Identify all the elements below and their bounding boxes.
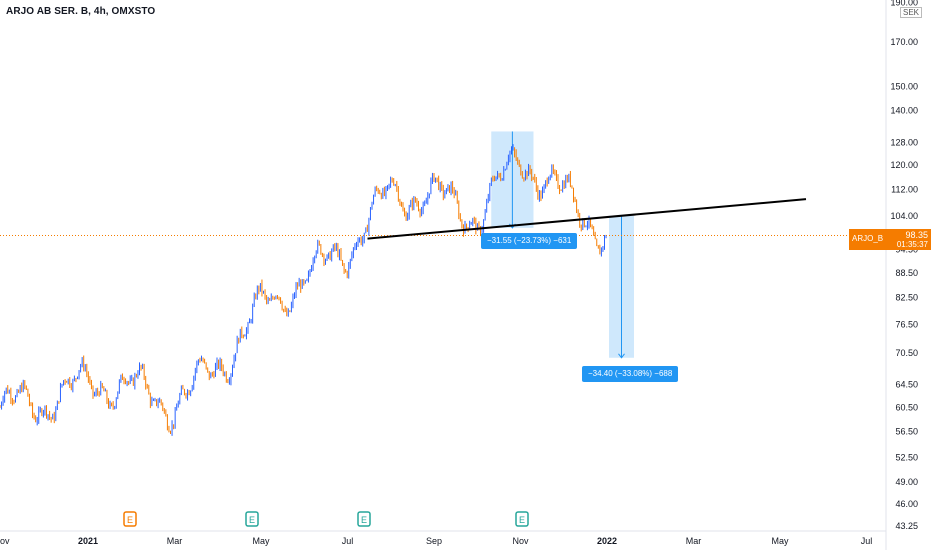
y-tick-label: 64.50 xyxy=(895,380,918,390)
trendline[interactable] xyxy=(367,198,807,240)
earnings-marker-label: E xyxy=(361,515,367,525)
earnings-marker-label: E xyxy=(127,515,133,525)
earnings-marker[interactable] xyxy=(123,511,137,527)
measure-layer xyxy=(491,131,634,359)
y-tick-label: 49.00 xyxy=(895,477,918,487)
currency-label[interactable]: SEK xyxy=(900,7,923,18)
x-tick-label: Mar xyxy=(167,536,183,546)
y-tick-label: 70.50 xyxy=(895,348,918,358)
price-axis[interactable]: 190.00 170.00 150.00 140.00 128.00 120.00 112.… xyxy=(890,0,918,531)
y-tick-label: 140.00 xyxy=(890,106,918,116)
x-tick-label: 2022 xyxy=(597,536,617,546)
y-tick-label: 150.00 xyxy=(890,81,918,91)
price-tag-symbol: ARJO_B xyxy=(852,233,884,243)
x-tick-label: Mar xyxy=(686,536,702,546)
y-tick-label: 56.50 xyxy=(895,427,918,437)
x-tick-label: Nov xyxy=(512,536,529,546)
y-tick-label: 104.00 xyxy=(890,211,918,221)
chart-title: ARJO AB SER. B, 4h, OMXSTO xyxy=(6,6,156,17)
y-tick-label: 170.00 xyxy=(890,37,918,47)
y-tick-label: 190.00 xyxy=(890,0,918,8)
x-tick-label: 2021 xyxy=(78,536,98,546)
y-tick-label: 94.50 xyxy=(895,245,918,255)
earnings-marker[interactable] xyxy=(357,511,371,527)
x-tick-label: May xyxy=(771,536,789,546)
earnings-marker[interactable] xyxy=(515,511,529,527)
x-tick-label: Jul xyxy=(861,536,873,546)
y-tick-label: 82.50 xyxy=(895,293,918,303)
price-tag-countdown: 01:35:37 xyxy=(896,239,928,249)
y-tick-label: 128.00 xyxy=(890,137,918,147)
time-axis[interactable]: Nov 2021 Mar May Jul Sep Nov 2022 Mar May Jul xyxy=(0,536,872,546)
y-tick-label: 88.50 xyxy=(895,268,918,278)
y-tick-label: 60.50 xyxy=(895,402,918,412)
x-tick-label: Jul xyxy=(342,536,354,546)
y-tick-label: 112.00 xyxy=(891,185,918,195)
x-tick-label: Nov xyxy=(0,536,10,546)
price-tag-price: 98.35 xyxy=(905,229,928,240)
measure-arrow-head xyxy=(618,353,625,359)
measure-label-1: −31.55 (−23.73%) −631 xyxy=(481,233,578,249)
x-tick-label: May xyxy=(252,536,270,546)
earnings-marker[interactable] xyxy=(245,511,259,527)
last-price-tag: ARJO_B 98.35 01:35:37 xyxy=(849,228,931,250)
y-tick-label: 52.50 xyxy=(895,452,918,462)
x-tick-label: Sep xyxy=(426,536,442,546)
y-tick-label: 76.50 xyxy=(895,319,918,329)
y-tick-label: 43.25 xyxy=(895,521,918,531)
y-tick-label: 46.00 xyxy=(895,499,918,509)
earnings-marker-label: E xyxy=(519,515,525,525)
y-tick-label: 120.00 xyxy=(890,160,918,170)
measure-label-2: −34.40 (−33.08%) −688 xyxy=(582,366,679,382)
earnings-marker-label: E xyxy=(249,515,255,525)
